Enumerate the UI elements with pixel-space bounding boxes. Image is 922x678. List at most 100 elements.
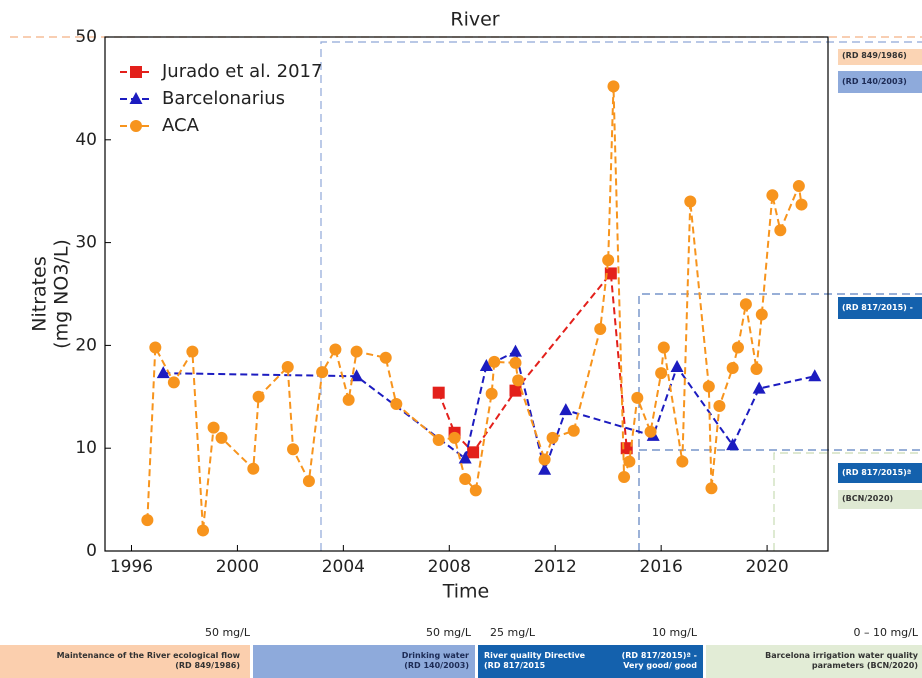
marker [670, 359, 684, 372]
marker [467, 446, 480, 459]
marker [546, 431, 559, 444]
legislation-tag: (RD 849/1986) [838, 49, 922, 65]
marker [607, 80, 620, 93]
marker [766, 189, 779, 202]
marker [559, 403, 573, 416]
marker [458, 451, 472, 464]
marker [350, 369, 364, 382]
threshold-box [773, 452, 922, 551]
marker [350, 345, 363, 358]
marker [676, 455, 689, 468]
marker [602, 254, 615, 267]
legend-label: ACA [162, 115, 200, 136]
y-tick-label: 50 [75, 27, 97, 47]
marker [469, 484, 482, 497]
limit-label: 50 mg/L [425, 626, 471, 639]
marker [379, 351, 392, 364]
marker [705, 482, 718, 495]
marker [795, 198, 808, 211]
marker [156, 366, 170, 379]
marker [808, 369, 822, 382]
marker [479, 358, 493, 371]
marker [684, 195, 697, 208]
y-tick-label: 10 [75, 438, 97, 458]
legislation-box: Drinking water (RD 140/2003) [253, 645, 475, 678]
marker [459, 473, 472, 486]
marker [141, 514, 154, 527]
marker [644, 425, 657, 438]
marker [604, 267, 617, 280]
marker [792, 180, 805, 193]
marker [567, 424, 580, 437]
legislation-tag: (RD 140/2003) [838, 71, 922, 93]
y-tick-label: 0 [86, 541, 97, 561]
marker [287, 443, 300, 456]
legislation-box: (RD 817/2015)ª - Very good/ good [600, 645, 703, 678]
marker [623, 455, 636, 468]
marker [390, 397, 403, 410]
marker [509, 384, 522, 397]
marker [726, 362, 739, 375]
marker [726, 438, 740, 451]
marker [750, 363, 763, 376]
marker [196, 524, 209, 537]
marker [167, 376, 180, 389]
marker [702, 380, 715, 393]
marker [215, 431, 228, 444]
marker [538, 462, 552, 475]
legend-marker [130, 66, 142, 78]
y-tick-label: 30 [75, 233, 97, 253]
legend-marker [130, 120, 142, 132]
legislation-tag: (BCN/2020) [838, 490, 922, 509]
x-tick-label: 2020 [745, 557, 788, 577]
series-line [146, 86, 803, 531]
threshold-box [638, 293, 922, 551]
marker [149, 341, 162, 354]
series-line [437, 270, 628, 454]
marker [186, 345, 199, 358]
marker [302, 475, 315, 488]
x-tick-label: 2004 [322, 557, 365, 577]
y-tick-label: 20 [75, 335, 97, 355]
legend-marker [129, 92, 143, 104]
legislation-tag: (RD 817/2015) - [838, 297, 922, 319]
marker [594, 322, 607, 335]
marker [655, 367, 668, 380]
legislation-tag: (RD 817/2015)ª [838, 463, 922, 483]
legend-label: Barcelonarius [162, 88, 285, 109]
marker [316, 366, 329, 379]
marker [512, 374, 525, 387]
marker [329, 343, 342, 356]
marker [448, 431, 461, 444]
chart-title: River [450, 9, 499, 31]
legislation-box: River quality Directive (RD 817/2015 [478, 645, 600, 678]
marker [509, 356, 522, 369]
marker [488, 355, 501, 368]
legislation-box: Barcelona irrigation water quality param… [706, 645, 922, 678]
limit-label: 25 mg/L [490, 626, 536, 639]
y-tick-label: 40 [75, 130, 97, 150]
marker [731, 341, 744, 354]
y-axis-title: Nitrates [29, 256, 51, 331]
limit-label: 0 – 10 mg/L [853, 626, 918, 639]
marker [538, 453, 551, 466]
marker [713, 400, 726, 413]
marker [752, 381, 766, 394]
x-tick-label: 2016 [640, 557, 683, 577]
marker [281, 360, 294, 373]
x-tick-label: 2012 [534, 557, 577, 577]
marker [252, 390, 265, 403]
marker [432, 433, 445, 446]
x-tick-label: 2008 [428, 557, 471, 577]
marker [432, 386, 445, 399]
marker [657, 341, 670, 354]
x-tick-label: 2000 [216, 557, 259, 577]
marker [755, 308, 768, 321]
marker [618, 470, 631, 483]
marker [247, 462, 260, 475]
legislation-box: Maintenance of the River ecological flow… [0, 645, 250, 678]
x-tick-label: 1996 [110, 557, 153, 577]
legend-label: Jurado et al. 2017 [161, 61, 322, 82]
marker [485, 387, 498, 400]
